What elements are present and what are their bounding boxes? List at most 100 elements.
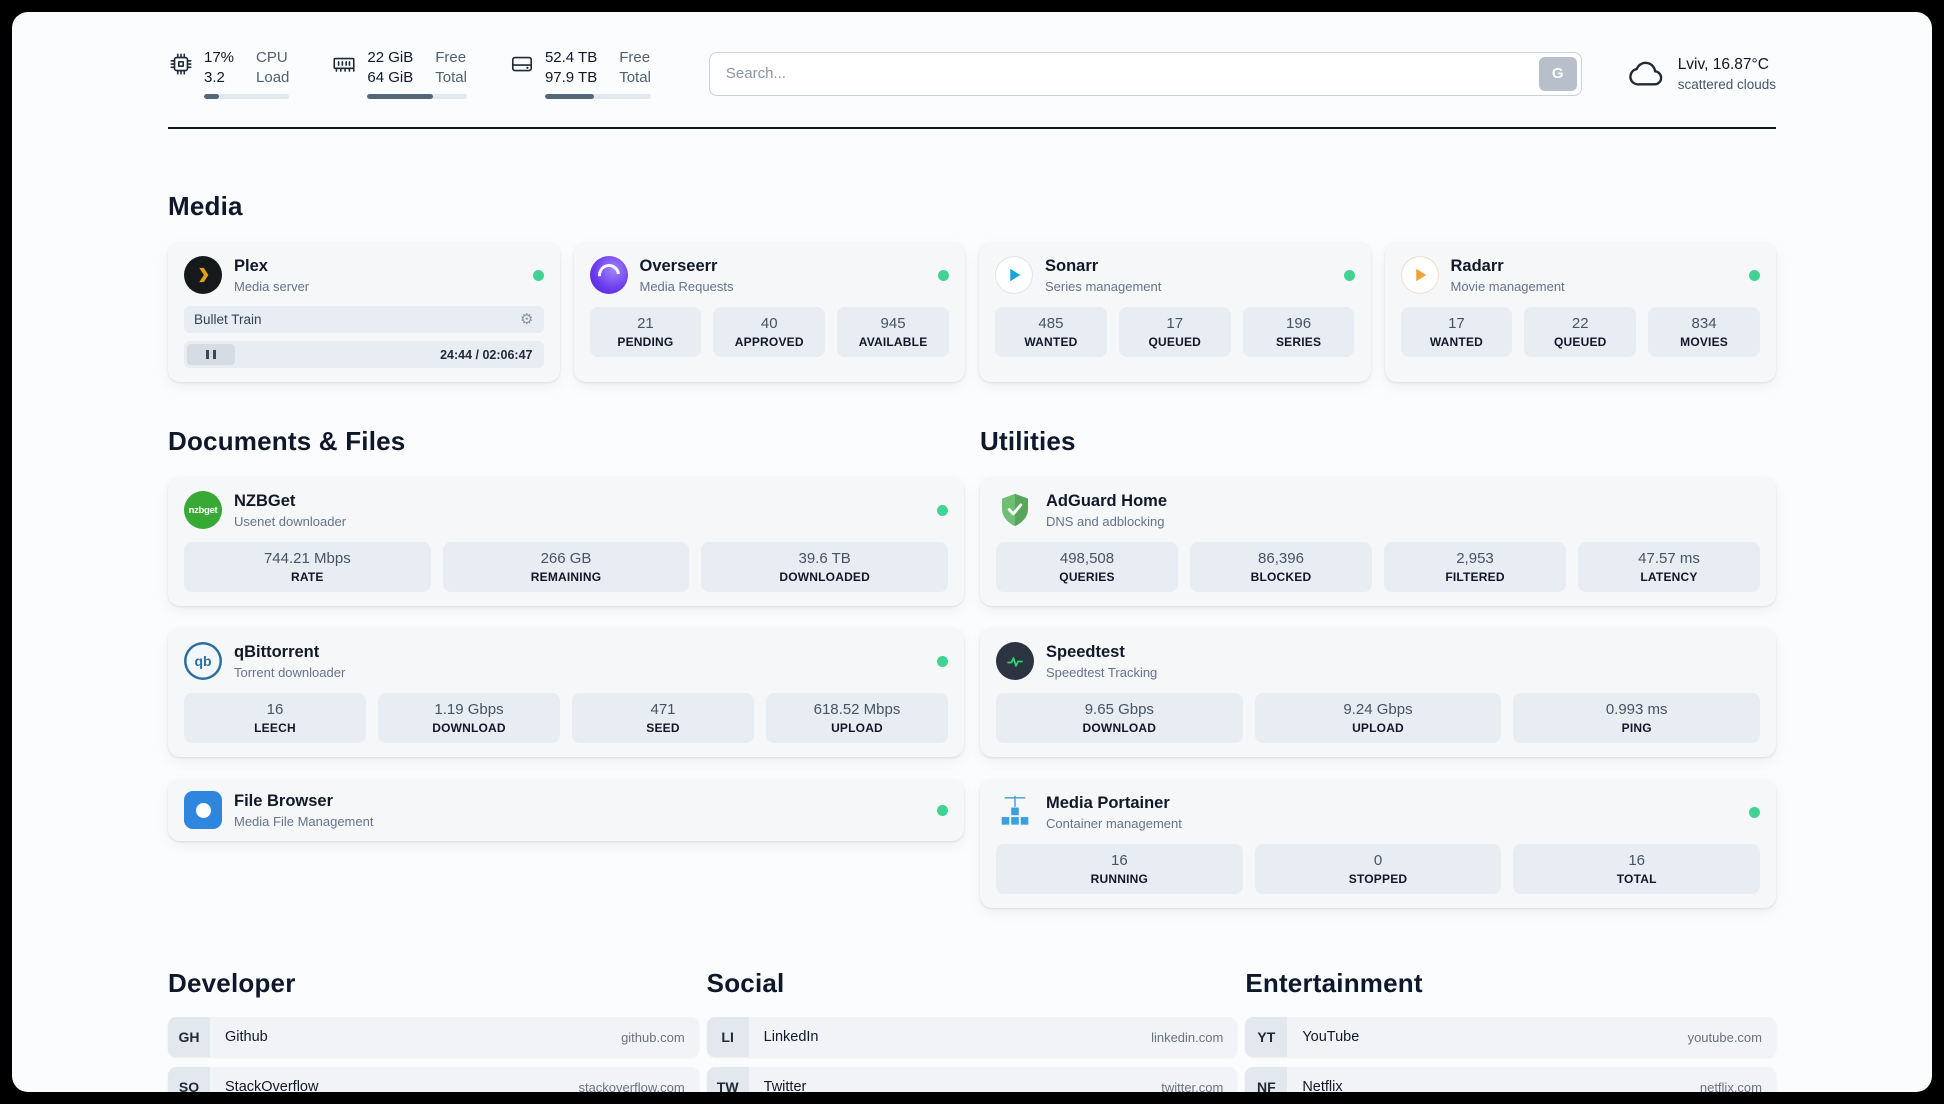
- bookmark-twitter[interactable]: TW Twitter twitter.com: [706, 1067, 1238, 1093]
- bookmark-url: youtube.com: [1687, 1029, 1762, 1045]
- app-subtitle: Torrent downloader: [234, 664, 346, 680]
- bookmark-name: Github: [225, 1029, 268, 1045]
- stat-pill: 471 SEED: [572, 693, 754, 743]
- cpu-usage-value: 17%: [204, 49, 235, 66]
- stat-pill: 9.65 Gbps DOWNLOAD: [996, 693, 1243, 743]
- sonarr-icon: [995, 256, 1033, 294]
- ram-progress-bar: [367, 94, 467, 99]
- top-bar: 17% 3.2 CPU Load: [168, 48, 1776, 99]
- ram-free-value: 22 GiB: [367, 49, 414, 66]
- service-card-overseerr[interactable]: Overseerr Media Requests 21 PENDING 40 A…: [573, 242, 965, 382]
- bookmark-badge: NF: [1245, 1067, 1288, 1092]
- bookmark-url: netflix.com: [1699, 1079, 1762, 1093]
- section-social: Social LI LinkedIn linkedin.com TW Twitt…: [706, 968, 1238, 1093]
- app-name: NZBGet: [234, 491, 296, 510]
- stat-pill: 16 RUNNING: [996, 844, 1243, 894]
- bookmark-youtube[interactable]: YT YouTube youtube.com: [1245, 1017, 1776, 1057]
- disk-total-value: 97.9 TB: [544, 68, 598, 86]
- speedtest-icon: [996, 642, 1034, 680]
- weather-widget: Lviv, 16.87°C scattered clouds: [1628, 55, 1776, 93]
- disk-widget: 52.4 TB 97.9 TB Free Total: [509, 48, 651, 99]
- bookmark-name: StackOverflow: [225, 1079, 319, 1092]
- stat-pill: 16 TOTAL: [1513, 844, 1761, 894]
- section-title-entertainment: Entertainment: [1245, 968, 1423, 998]
- bookmark-badge: LI: [706, 1017, 749, 1057]
- pause-button[interactable]: [187, 344, 235, 365]
- service-card-speedtest[interactable]: Speedtest Speedtest Tracking 9.65 Gbps D…: [980, 628, 1776, 757]
- bookmark-netflix[interactable]: NF Netflix netflix.com: [1245, 1067, 1776, 1092]
- bookmark-badge: SO: [168, 1067, 210, 1092]
- app-name: Speedtest: [1046, 642, 1125, 661]
- service-card-qbittorrent[interactable]: qb qBittorrent Torrent downloader 16: [168, 628, 964, 757]
- section-documents: Documents & Files nzbget NZBGet Usenet d…: [168, 426, 964, 841]
- service-card-sonarr[interactable]: Sonarr Series management 485 WANTED 17 Q…: [979, 242, 1371, 382]
- stat-pill: 22 QUEUED: [1524, 307, 1637, 357]
- app-subtitle: DNS and adblocking: [1046, 513, 1165, 529]
- app-name: Plex: [234, 256, 268, 275]
- bookmark-linkedin[interactable]: LI LinkedIn linkedin.com: [706, 1017, 1238, 1057]
- settings-gear-icon[interactable]: ⚙: [520, 311, 534, 328]
- app-name: Sonarr: [1045, 256, 1099, 275]
- status-dot: [532, 269, 544, 281]
- stat-pill: 16 LEECH: [184, 693, 366, 743]
- stat-pill: 0 STOPPED: [1254, 844, 1502, 894]
- service-card-radarr[interactable]: Radarr Movie management 17 WANTED 22 QUE…: [1384, 242, 1776, 382]
- cpu-label: CPU: [256, 49, 288, 66]
- status-dot: [1343, 269, 1355, 281]
- bookmark-name: LinkedIn: [763, 1029, 819, 1045]
- bookmark-url: stackoverflow.com: [578, 1079, 685, 1093]
- service-card-adguard[interactable]: AdGuard Home DNS and adblocking 498,508 …: [980, 477, 1776, 606]
- nzbget-icon: nzbget: [184, 491, 222, 529]
- bookmark-stackoverflow[interactable]: SO StackOverflow stackoverflow.com: [168, 1067, 699, 1092]
- section-title-social: Social: [706, 968, 785, 998]
- app-subtitle: Usenet downloader: [234, 513, 347, 529]
- stat-pill: 485 WANTED: [995, 307, 1107, 357]
- disk-free-value: 52.4 TB: [544, 49, 598, 66]
- service-card-plex[interactable]: Plex Media server Bullet Train ⚙: [168, 242, 560, 382]
- stat-pill: 945 AVAILABLE: [837, 307, 949, 357]
- bookmark-url: github.com: [621, 1029, 685, 1045]
- stat-pill: 498,508 QUERIES: [996, 542, 1178, 592]
- cpu-progress-bar: [204, 94, 290, 99]
- service-card-portainer[interactable]: Media Portainer Container management 16 …: [980, 779, 1776, 908]
- app-name: Media Portainer: [1046, 793, 1170, 812]
- bookmark-badge: YT: [1245, 1017, 1288, 1057]
- service-card-nzbget[interactable]: nzbget NZBGet Usenet downloader 744.21 M…: [168, 477, 964, 606]
- status-dot: [1749, 269, 1760, 281]
- search-engine-button[interactable]: G: [1538, 56, 1577, 91]
- radarr-icon: [1400, 256, 1439, 294]
- search-input[interactable]: [708, 51, 1582, 96]
- section-title-documents: Documents & Files: [168, 426, 406, 456]
- cpu-load-value: 3.2: [204, 68, 225, 86]
- app-subtitle: Speedtest Tracking: [1046, 664, 1158, 680]
- cpu-load-label: Load: [256, 68, 290, 86]
- app-subtitle: Media server: [234, 278, 310, 294]
- overseerr-icon: [589, 256, 628, 294]
- bookmark-url: linkedin.com: [1151, 1029, 1224, 1045]
- bookmark-badge: TW: [706, 1067, 749, 1092]
- stat-pill: 618.52 Mbps UPLOAD: [766, 693, 948, 743]
- disk-total-label: Total: [619, 68, 651, 86]
- portainer-icon: [996, 793, 1034, 831]
- filebrowser-icon: [184, 791, 222, 829]
- stat-pill: 39.6 TB DOWNLOADED: [701, 542, 949, 592]
- bookmark-url: twitter.com: [1161, 1079, 1224, 1093]
- now-playing-title: Bullet Train: [194, 312, 262, 327]
- disk-icon: [509, 51, 535, 77]
- weather-location: Lviv, 16.87°C: [1677, 55, 1769, 73]
- service-card-filebrowser[interactable]: File Browser Media File Management: [168, 779, 964, 841]
- status-dot: [937, 655, 948, 667]
- bookmark-name: YouTube: [1302, 1029, 1360, 1045]
- plex-icon: [184, 256, 222, 294]
- app-subtitle: Media Requests: [639, 278, 734, 294]
- cpu-icon: [168, 51, 194, 77]
- qbittorrent-icon: qb: [184, 642, 222, 680]
- status-dot: [1749, 806, 1760, 818]
- app-subtitle: Series management: [1045, 278, 1162, 294]
- bookmark-github[interactable]: GH Github github.com: [168, 1017, 699, 1057]
- status-dot: [937, 504, 948, 516]
- search-bar: G: [708, 51, 1582, 96]
- section-developer: Developer GH Github github.com SO StackO…: [168, 968, 699, 1092]
- ram-widget: 22 GiB 64 GiB Free Total: [331, 48, 467, 99]
- section-title-utilities: Utilities: [980, 426, 1076, 456]
